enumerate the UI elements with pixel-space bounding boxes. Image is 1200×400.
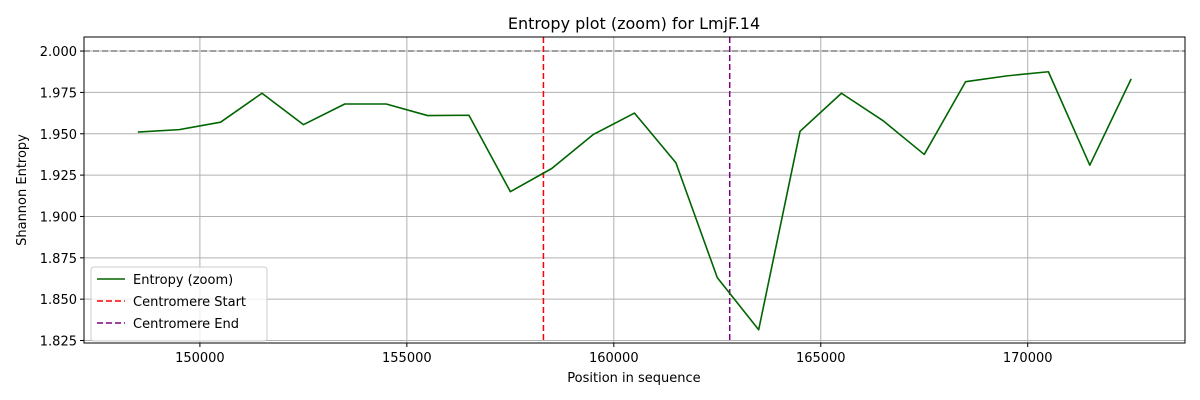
reference-lines [84,37,1185,343]
x-tick-label: 155000 [382,351,432,366]
x-tick-label: 150000 [175,351,225,366]
y-axis-ticks: 1.825 1.850 1.875 1.900 1.925 1.950 1.975 2.000 [40,45,84,350]
entropy-series-line [137,70,1132,331]
legend-label: Entropy (zoom) [133,273,233,288]
y-tick-label: 2.000 [40,45,77,60]
y-tick-label: 1.975 [40,86,77,101]
y-tick-label: 1.850 [40,293,77,308]
x-tick-label: 170000 [1003,351,1053,366]
y-tick-label: 1.950 [40,128,77,143]
series-group [137,70,1132,331]
y-tick-label: 1.900 [40,210,77,225]
plot-frame [83,36,1186,344]
legend-box [90,266,268,342]
x-tick-label: 160000 [589,351,639,366]
y-tick-label: 1.875 [40,252,77,267]
y-tick-label: 1.825 [40,335,77,350]
legend-label: Centromere End [133,317,239,332]
x-axis-label: Position in sequence [567,371,700,386]
x-tick-label: 165000 [796,351,846,366]
y-tick-label: 1.925 [40,169,77,184]
y-axis-label: Shannon Entropy [15,134,30,246]
x-axis-ticks: 150000 155000 160000 165000 170000 [175,343,1053,366]
chart-title: Entropy plot (zoom) for LmjF.14 [508,14,760,33]
legend: Entropy (zoom) Centromere Start Centromere… [90,266,268,342]
legend-label: Centromere Start [133,295,246,310]
